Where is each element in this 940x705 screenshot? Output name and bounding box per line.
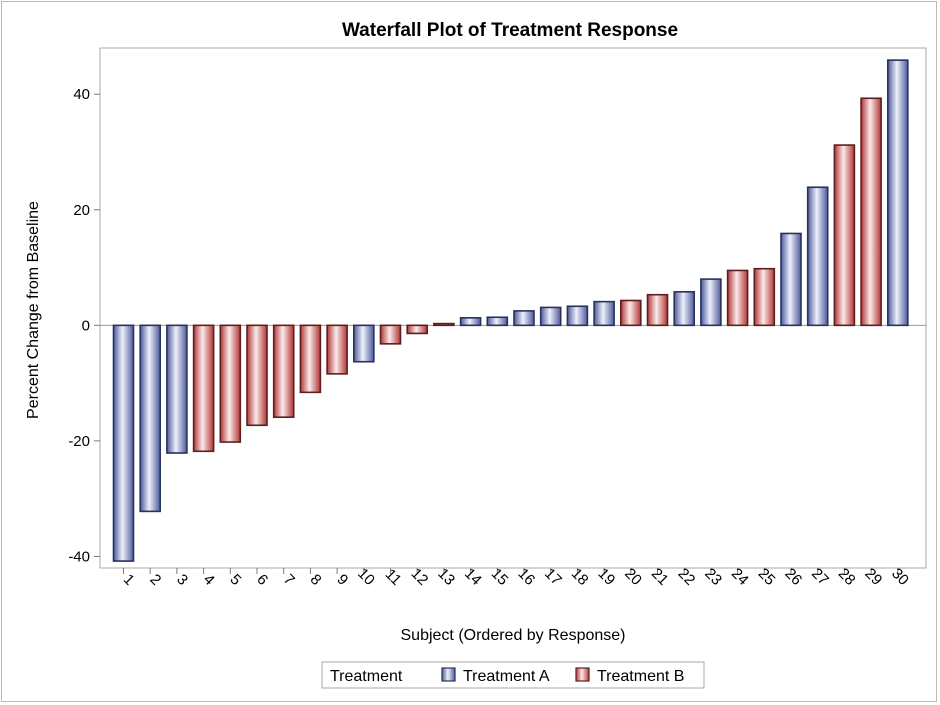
y-tick-label: -40 — [68, 548, 90, 565]
x-tick-label: 12 — [408, 565, 432, 589]
bar-subject-4 — [192, 324, 215, 453]
x-axis-label: Subject (Ordered by Response) — [401, 627, 626, 644]
bar-subject-5 — [219, 324, 242, 443]
x-tick-label: 19 — [594, 565, 618, 589]
legend-swatch-treatment-a — [441, 667, 456, 682]
x-tick-label: 20 — [621, 565, 645, 589]
legend-label-treatment-a: Treatment A — [463, 668, 550, 685]
bar-subject-6 — [246, 324, 268, 427]
legend-box — [321, 661, 705, 689]
x-tick-label: 13 — [434, 565, 458, 589]
legend-swatch-treatment-b — [575, 667, 590, 682]
bar-subject-1 — [112, 324, 135, 562]
bar-subject-27 — [806, 186, 829, 327]
y-tick-label: 0 — [82, 317, 90, 334]
x-tick-label: 4 — [200, 571, 218, 589]
bar-subject-29 — [860, 97, 882, 327]
x-tick-label: 30 — [888, 565, 912, 589]
bar-subject-8 — [299, 324, 322, 394]
bar-subject-12 — [406, 324, 429, 335]
bar-subject-2 — [139, 324, 161, 513]
y-tick-label: -20 — [68, 433, 90, 450]
bar-subject-18 — [566, 305, 589, 327]
x-tick-label: 10 — [354, 565, 378, 589]
bar-subject-9 — [326, 324, 348, 375]
x-tick-label: 1 — [120, 571, 138, 589]
bar-subject-19 — [593, 300, 615, 327]
bar-subject-13 — [433, 322, 455, 327]
x-tick-label: 14 — [461, 565, 485, 589]
x-tick-label: 25 — [755, 565, 779, 589]
x-tick-label: 3 — [173, 571, 191, 589]
bar-subject-23 — [700, 278, 722, 327]
x-tick-label: 17 — [541, 565, 565, 589]
plot-area — [99, 47, 927, 569]
x-tick-label: 7 — [280, 571, 298, 589]
x-tick-label: 15 — [488, 565, 512, 589]
x-tick-label: 18 — [568, 565, 592, 589]
x-tick-label: 29 — [861, 565, 885, 589]
bar-subject-3 — [166, 324, 188, 454]
bar-subject-7 — [272, 324, 295, 419]
x-tick-label: 27 — [808, 565, 832, 589]
bar-subject-21 — [646, 293, 669, 327]
x-tick-label: 24 — [728, 565, 752, 589]
legend: Treatment Treatment A Treatment B — [321, 661, 705, 689]
x-tick-label: 26 — [781, 565, 805, 589]
x-tick-label: 28 — [835, 565, 859, 589]
chart-title: Waterfall Plot of Treatment Response — [342, 20, 678, 41]
x-tick-label: 21 — [648, 565, 672, 589]
x-tick-label: 2 — [146, 571, 164, 589]
bar-subject-11 — [379, 324, 402, 345]
bar-subject-20 — [619, 299, 642, 327]
bar-subject-16 — [513, 310, 535, 327]
x-tick-label: 9 — [333, 571, 351, 589]
y-tick-label: 20 — [73, 202, 90, 219]
x-tick-label: 23 — [701, 565, 725, 589]
bars — [112, 59, 909, 562]
y-tick-label: 40 — [73, 86, 90, 103]
legend-label-treatment-b: Treatment B — [597, 668, 684, 685]
x-tick-label: 16 — [514, 565, 538, 589]
x-tick-label: 8 — [307, 571, 325, 589]
bar-subject-25 — [753, 267, 776, 327]
legend-title: Treatment — [330, 668, 403, 685]
x-tick-label: 5 — [227, 571, 245, 589]
bar-subject-26 — [780, 232, 802, 327]
x-tick-label: 11 — [382, 566, 405, 589]
x-tick-label: 6 — [253, 571, 271, 589]
bar-subject-14 — [459, 317, 482, 327]
y-axis-label: Percent Change from Baseline — [25, 201, 42, 419]
bar-subject-22 — [673, 291, 696, 327]
y-axis: -40 -20 0 20 40 — [68, 86, 100, 565]
bar-subject-17 — [539, 306, 562, 327]
bar-subject-24 — [726, 269, 749, 327]
bar-subject-30 — [886, 59, 909, 327]
bar-subject-28 — [833, 144, 856, 327]
x-tick-label: 22 — [675, 565, 699, 589]
x-axis: 1 2 3 4 5 6 7 8 9 10 11 12 13 14 15 16 17 18 19 20 21 22 23 24 2… — [120, 565, 912, 589]
bar-subject-10 — [352, 324, 375, 363]
bar-subject-15 — [486, 316, 509, 327]
